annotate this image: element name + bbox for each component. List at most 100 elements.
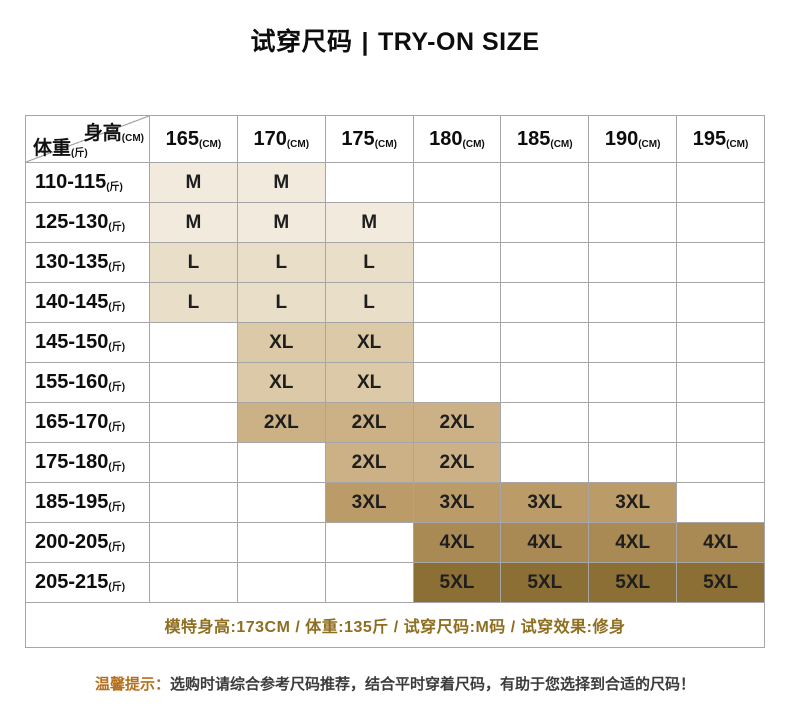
row-label: 130-135(斤) (25, 242, 150, 283)
page-title-en: TRY-ON SIZE (377, 28, 540, 56)
row-label: 175-180(斤) (25, 442, 150, 483)
empty-cell (236, 562, 326, 603)
size-cell: XL (236, 322, 326, 363)
empty-cell (676, 322, 765, 363)
empty-cell (676, 362, 765, 403)
size-cell: L (149, 242, 238, 283)
empty-cell (588, 322, 678, 363)
table-row: 140-145(斤) L L L (25, 282, 765, 323)
empty-cell (588, 162, 678, 203)
row-label: 205-215(斤) (25, 562, 150, 603)
empty-cell (412, 162, 502, 203)
empty-cell (236, 442, 326, 483)
size-cell: 2XL (412, 442, 502, 483)
row-label: 110-115(斤) (25, 162, 150, 203)
table-row: 130-135(斤) L L L (25, 242, 765, 283)
size-cell: 3XL (500, 482, 590, 523)
empty-cell (500, 402, 590, 443)
size-cell: 4XL (588, 522, 678, 563)
table-row: 125-130(斤) M M M (25, 202, 765, 243)
size-cell: 3XL (324, 482, 414, 523)
height-axis-label: 身高(CM) (83, 123, 144, 144)
empty-cell (588, 442, 678, 483)
empty-cell (149, 362, 238, 403)
empty-cell (500, 162, 590, 203)
empty-cell (500, 202, 590, 243)
size-cell: L (236, 242, 326, 283)
size-cell: M (236, 202, 326, 243)
empty-cell (676, 482, 765, 523)
empty-cell (500, 282, 590, 323)
empty-cell (588, 362, 678, 403)
empty-cell (500, 442, 590, 483)
empty-cell (676, 442, 765, 483)
empty-cell (149, 482, 238, 523)
size-cell: 5XL (588, 562, 678, 603)
size-cell: 4XL (412, 522, 502, 563)
empty-cell (149, 322, 238, 363)
empty-cell (676, 242, 765, 283)
size-cell: L (236, 282, 326, 323)
table-row: 110-115(斤) M M (25, 162, 765, 203)
empty-cell (149, 562, 238, 603)
size-cell: 4XL (676, 522, 765, 563)
table-row: 205-215(斤) 5XL 5XL 5XL 5XL (25, 562, 765, 603)
size-cell: 2XL (236, 402, 326, 443)
tip-label: 温馨提示： (94, 676, 170, 693)
empty-cell (324, 562, 414, 603)
size-cell: XL (324, 322, 414, 363)
table-row: 185-195(斤) 3XL 3XL 3XL 3XL (25, 482, 765, 523)
empty-cell (412, 282, 502, 323)
empty-cell (588, 282, 678, 323)
size-cell: 5XL (412, 562, 502, 603)
empty-cell (412, 242, 502, 283)
column-header: 185(CM) (500, 115, 590, 163)
size-cell: XL (236, 362, 326, 403)
size-cell: L (149, 282, 238, 323)
empty-cell (236, 482, 326, 523)
empty-cell (588, 202, 678, 243)
empty-cell (500, 322, 590, 363)
page-title: 试穿尺码 | TRY-ON SIZE (0, 0, 790, 58)
size-cell: M (324, 202, 414, 243)
size-cell: M (236, 162, 326, 203)
empty-cell (676, 282, 765, 323)
row-label: 200-205(斤) (25, 522, 150, 563)
empty-cell (588, 402, 678, 443)
empty-cell (676, 202, 765, 243)
empty-cell (676, 402, 765, 443)
column-header: 180(CM) (412, 115, 502, 163)
size-table: 身高(CM) 体重(斤) 165(CM) 170(CM) 175(CM) 180(CM… (25, 115, 765, 648)
column-header: 170(CM) (236, 115, 326, 163)
empty-cell (412, 362, 502, 403)
empty-cell (149, 522, 238, 563)
row-label: 165-170(斤) (25, 402, 150, 443)
empty-cell (500, 362, 590, 403)
table-row: 165-170(斤) 2XL 2XL 2XL (25, 402, 765, 443)
row-label: 145-150(斤) (25, 322, 150, 363)
column-header: 195(CM) (676, 115, 765, 163)
table-row: 145-150(斤) XL XL (25, 322, 765, 363)
corner-cell: 身高(CM) 体重(斤) (25, 115, 150, 163)
size-cell: M (149, 202, 238, 243)
row-label: 185-195(斤) (25, 482, 150, 523)
row-label: 125-130(斤) (25, 202, 150, 243)
size-cell: L (324, 282, 414, 323)
size-cell: L (324, 242, 414, 283)
size-cell: 2XL (324, 402, 414, 443)
model-info-text: 模特身高:173CM / 体重:135斤 / 试穿尺码:M码 / 试穿效果:修身 (25, 602, 765, 648)
page-title-cn: 试穿尺码 (250, 28, 353, 56)
empty-cell (676, 162, 765, 203)
size-cell: 2XL (324, 442, 414, 483)
column-header: 190(CM) (588, 115, 678, 163)
model-info-row: 模特身高:173CM / 体重:135斤 / 试穿尺码:M码 / 试穿效果:修身 (25, 602, 765, 648)
size-cell: M (149, 162, 238, 203)
empty-cell (149, 402, 238, 443)
empty-cell (324, 162, 414, 203)
size-cell: 3XL (588, 482, 678, 523)
column-header: 165(CM) (149, 115, 238, 163)
column-header: 175(CM) (324, 115, 414, 163)
size-cell: XL (324, 362, 414, 403)
table-row: 155-160(斤) XL XL (25, 362, 765, 403)
